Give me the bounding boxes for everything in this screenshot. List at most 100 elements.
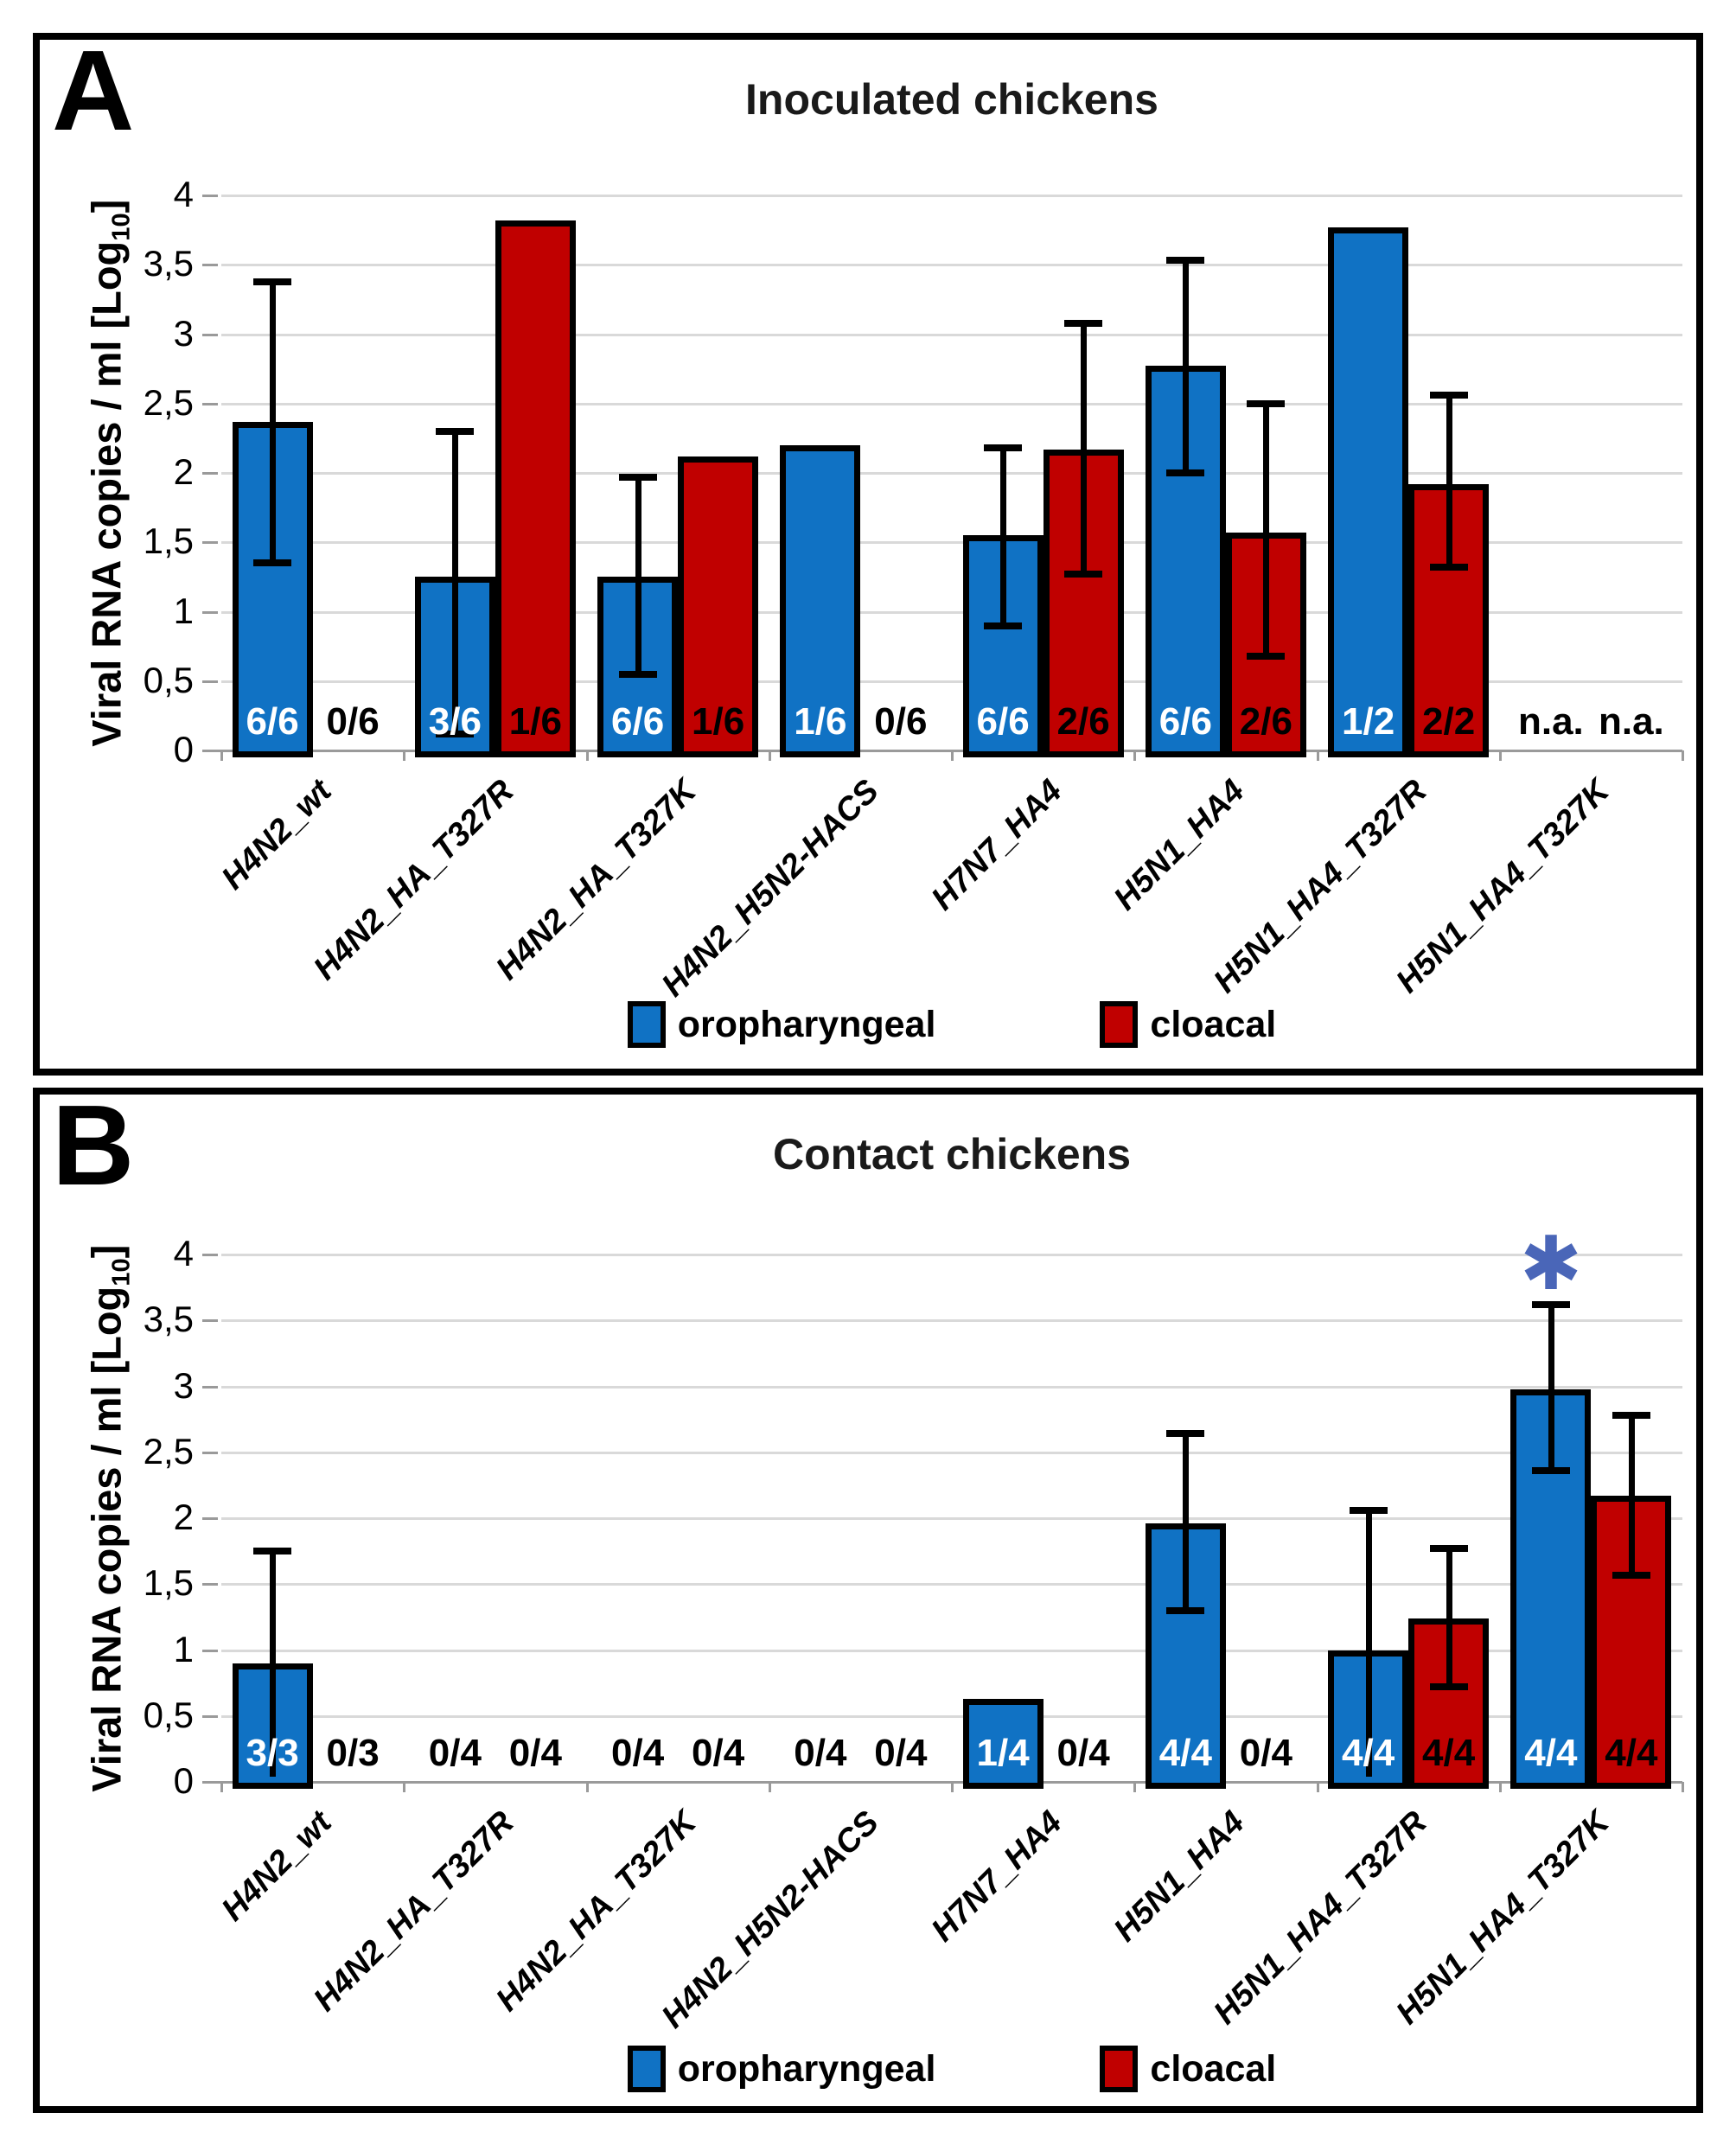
error-bar-top-cap [1429, 392, 1468, 399]
legend-item-cloacal: cloacal [1100, 1001, 1276, 1048]
oropharyngeal-swatch-icon [627, 1001, 666, 1048]
shedding-fraction-label: 6/6 [1158, 700, 1212, 743]
shedding-fraction-label: 6/6 [611, 700, 665, 743]
shedding-fraction-label: 1/6 [794, 700, 847, 743]
x-tick-mark [1316, 750, 1319, 761]
legend-item-oropharyngeal: oropharyngeal [627, 1001, 936, 1048]
error-bar-top-cap [436, 427, 475, 435]
y-tick-mark [202, 195, 218, 197]
error-bar-top-cap [618, 473, 657, 481]
x-tick-mark [403, 1782, 406, 1792]
y-tick-label: 0 [173, 729, 194, 769]
gridline [221, 1714, 1682, 1718]
x-tick-mark [585, 750, 589, 761]
shedding-fraction-label: 0/6 [326, 700, 380, 743]
error-bar [270, 1551, 277, 1777]
shedding-fraction-label: 1/2 [1342, 700, 1395, 743]
legend-label-oropharyngeal: oropharyngeal [677, 2047, 936, 2090]
significance-asterisk: ✱ [1519, 1220, 1582, 1307]
cloacal-bar [678, 456, 759, 757]
y-tick-label: 3,5 [143, 243, 194, 284]
x-tick-mark [1133, 750, 1137, 761]
legend: oropharyngeal cloacal [221, 2046, 1682, 2092]
x-tick-mark [768, 1782, 771, 1792]
error-bar [1263, 403, 1270, 656]
shedding-fraction-label: 4/4 [1422, 1732, 1476, 1774]
error-bar-bottom-cap [1531, 1467, 1570, 1475]
error-bar-bottom-cap [1612, 1571, 1650, 1579]
error-bar [452, 431, 459, 734]
gridline [221, 1254, 1682, 1256]
x-axis-line [208, 1781, 1682, 1784]
x-tick-mark [951, 750, 954, 761]
y-tick-mark [202, 1583, 218, 1586]
legend-label-cloacal: cloacal [1150, 1003, 1277, 1045]
shedding-fraction-label: 3/6 [428, 700, 482, 743]
shedding-fraction-label: 1/4 [976, 1732, 1030, 1774]
gridline [221, 264, 1682, 267]
x-tick-mark [1682, 1782, 1684, 1792]
error-bar-top-cap [1166, 1430, 1205, 1438]
shedding-fraction-label: n.a. [1517, 700, 1584, 743]
y-tick-label: 3 [173, 312, 194, 354]
error-bar [1548, 1304, 1554, 1471]
error-bar-top-cap [984, 444, 1023, 452]
shedding-fraction-label: 2/6 [1056, 700, 1110, 743]
panel-letter: A [52, 27, 134, 154]
error-bar-bottom-cap [1064, 571, 1103, 578]
y-axis-label-subscript: 10 [108, 213, 137, 241]
shedding-fraction-label: 6/6 [976, 700, 1030, 743]
error-bar-top-cap [1166, 257, 1205, 265]
y-tick-mark [202, 680, 218, 683]
y-tick-mark [202, 610, 218, 614]
error-bar-bottom-cap [1166, 1606, 1205, 1614]
gridline [221, 1583, 1682, 1586]
y-tick-mark [202, 402, 218, 405]
legend-item-cloacal: cloacal [1100, 2046, 1276, 2092]
y-tick-label: 0 [173, 1760, 194, 1801]
shedding-fraction-label: 0/4 [428, 1732, 482, 1774]
shedding-fraction-label: 2/6 [1239, 700, 1292, 743]
x-axis-line [208, 750, 1682, 752]
legend-label-oropharyngeal: oropharyngeal [677, 1003, 936, 1045]
error-bar [1183, 260, 1190, 473]
y-tick-mark [202, 472, 218, 475]
x-tick-mark [220, 1782, 223, 1792]
y-tick-mark [202, 1517, 218, 1520]
error-bar-top-cap [253, 1548, 292, 1555]
y-tick-mark [202, 333, 218, 336]
error-bar-bottom-cap [1429, 1683, 1468, 1691]
error-bar-bottom-cap [253, 559, 292, 567]
shedding-fraction-label: 6/6 [246, 700, 299, 743]
panel-letter: B [52, 1082, 134, 1209]
error-bar [1000, 448, 1007, 626]
x-tick-mark [1682, 750, 1684, 761]
legend-label-cloacal: cloacal [1150, 2047, 1277, 2090]
error-bar-top-cap [1247, 399, 1286, 407]
shedding-fraction-label: 0/4 [1056, 1732, 1110, 1774]
error-bar-bottom-cap [436, 730, 475, 737]
x-tick-mark [1498, 1782, 1502, 1792]
y-tick-label: 1,5 [143, 520, 194, 562]
error-bar-bottom-cap [984, 622, 1023, 629]
oropharyngeal-bar [962, 1698, 1044, 1789]
y-tick-mark [202, 541, 218, 545]
shedding-fraction-label: 0/4 [794, 1732, 847, 1774]
shedding-fraction-label: 0/4 [611, 1732, 665, 1774]
oropharyngeal-bar [1328, 227, 1409, 757]
y-tick-label: 4 [173, 174, 194, 214]
error-bar-bottom-cap [1166, 469, 1205, 476]
oropharyngeal-swatch-icon [627, 2046, 666, 2092]
error-bar [1446, 1548, 1452, 1688]
y-tick-label: 1 [173, 1628, 194, 1669]
x-tick-mark [951, 1782, 954, 1792]
error-bar-bottom-cap [1429, 564, 1468, 571]
error-bar [1446, 395, 1452, 568]
error-bar [270, 281, 277, 564]
error-bar-top-cap [1064, 319, 1103, 327]
y-tick-label: 2 [173, 451, 194, 492]
legend-item-oropharyngeal: oropharyngeal [627, 2046, 936, 2092]
shedding-fraction-label: 3/3 [246, 1732, 299, 1774]
y-tick-label: 1,5 [143, 1562, 194, 1604]
cloacal-bar [495, 220, 576, 757]
